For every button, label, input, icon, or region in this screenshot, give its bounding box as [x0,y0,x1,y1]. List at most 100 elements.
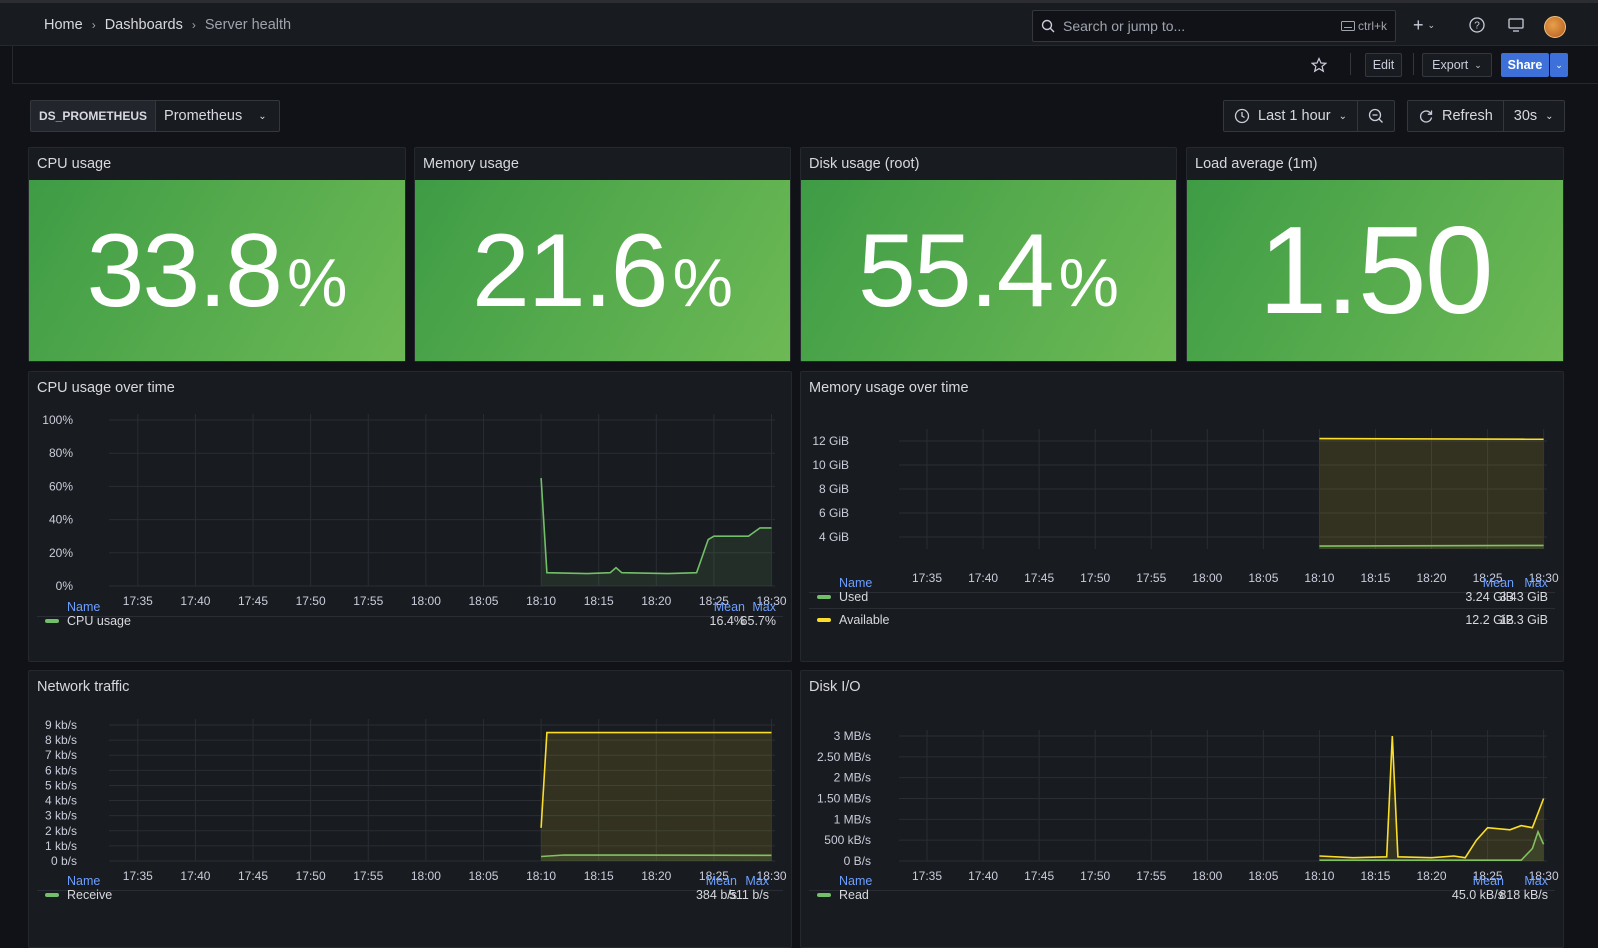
export-button[interactable]: Export ⌄ [1422,53,1492,77]
time-range-button[interactable]: Last 1 hour ⌄ [1224,101,1357,131]
search-input[interactable]: Search or jump to... ctrl+k [1032,10,1396,42]
add-menu-button[interactable]: + ⌄ [1408,13,1440,37]
stat-panel-disk[interactable]: Disk usage (root) 55.4 % [800,147,1177,362]
variable-label: DS_PROMETHEUS [31,101,157,131]
stat-panel-cpu[interactable]: CPU usage 33.8 % [28,147,406,362]
top-bar: Home › Dashboards › Server health Search… [0,0,1598,46]
x-tick-label: 18:30 [1529,571,1559,585]
keyboard-icon [1340,21,1355,31]
legend-header-max: Max [1524,576,1548,590]
legend-header-mean: Mean [1472,874,1504,888]
y-tick-label: 1.50 MB/s [817,792,871,806]
chart-svg: 0 B/s 500 kB/s 1 MB/s 1.50 MB/s 2 MB/s 2.50 M… [817,729,1559,883]
y-tick-label: 0 B/s [844,854,871,868]
legend-header-name: Name [839,874,873,888]
x-tick-label: 17:55 [1136,869,1166,883]
timeseries-panel-disk[interactable]: Disk I/O 0 B/s 500 kB/s 1 MB/s 1.50 MB/s 2 M… [800,670,1564,948]
breadcrumb-home[interactable]: Home [44,17,83,33]
timeseries-panel-memory[interactable]: Memory usage over time 4 GiB 6 GiB 8 GiB 10… [800,371,1564,662]
legend-header-max: Max [752,600,776,614]
legend-series-name: Read [839,888,869,902]
legend-divider [37,890,783,891]
zoom-out-icon [1368,108,1383,123]
timeseries-panel-cpu[interactable]: CPU usage over time 0% 20% 40% 60% 80% 100% 17… [28,371,792,662]
x-tick-label: 18:20 [1417,571,1447,585]
x-tick-label: 18:10 [526,869,556,883]
refresh-interval-select[interactable]: 30s ⌄ [1502,101,1564,131]
legend-item[interactable]: Available [817,613,890,627]
legend-mean-value: 384 b/s [695,888,737,902]
series-area [541,732,772,861]
x-tick-label: 17:55 [353,869,383,883]
star-button[interactable] [1308,53,1330,77]
stat-panel-memory[interactable]: Memory usage 21.6 % [414,147,791,362]
legend-mean-value: 16.4% [709,614,745,628]
legend-item[interactable]: Receive [45,888,112,902]
x-tick-label: 17:50 [1080,869,1110,883]
legend-swatch [45,619,59,623]
y-tick-label: 2 MB/s [834,771,871,785]
y-tick-label: 3 kb/s [45,809,77,823]
legend-item[interactable]: CPU usage [45,614,131,628]
y-tick-label: 10 GiB [812,458,849,472]
y-tick-label: 1 kb/s [45,839,77,853]
x-tick-label: 18:20 [641,869,671,883]
x-tick-label: 18:05 [1248,869,1278,883]
y-tick-label: 0 b/s [51,854,77,868]
refresh-picker: Refresh 30s ⌄ [1407,100,1565,132]
legend-item[interactable]: Used [817,590,868,604]
x-tick-label: 18:00 [1192,869,1222,883]
y-tick-label: 5 kb/s [45,778,77,792]
zoom-out-button[interactable] [1356,101,1394,131]
share-button[interactable]: Share [1501,53,1549,77]
y-tick-label: 12 GiB [812,434,849,448]
legend-header-name: Name [67,874,101,888]
legend-divider [809,608,1555,609]
y-tick-label: 500 kB/s [824,833,871,847]
breadcrumb-dashboards[interactable]: Dashboards [104,17,183,33]
share-dropdown-button[interactable]: ⌄ [1550,53,1568,77]
refresh-icon [1419,110,1433,123]
y-tick-label: 4 GiB [819,530,849,544]
x-tick-label: 18:15 [584,594,614,608]
help-button[interactable]: ? [1466,13,1488,37]
variable-select[interactable]: Prometheus ⌄ [156,101,279,131]
stat-value: 55.4 [858,212,1054,329]
y-tick-label: 8 GiB [819,482,849,496]
x-tick-label: 18:25 [1473,869,1503,883]
news-button[interactable] [1505,13,1527,37]
x-tick-label: 18:00 [1192,571,1222,585]
x-tick-label: 18:00 [411,869,441,883]
legend-max-value: 65.7% [740,614,776,628]
chevron-down-icon: ⌄ [1474,59,1482,70]
y-tick-label: 2 kb/s [45,824,77,838]
series-line [1319,544,1544,547]
y-tick-label: 40% [49,513,73,527]
stat-unit: % [672,244,733,321]
x-tick-label: 18:30 [757,594,787,608]
panel-title: Memory usage [423,156,519,172]
legend-item[interactable]: Read [817,888,869,902]
edit-button[interactable]: Edit [1365,53,1402,77]
timeseries-panel-network[interactable]: Network traffic 0 b/s 1 kb/s 2 kb/s 3 kb/s 4… [28,670,792,948]
dashboard-toolbar [12,46,1598,84]
user-avatar[interactable] [1544,16,1566,38]
legend-header-max: Max [745,874,769,888]
refresh-button[interactable]: Refresh [1408,101,1503,131]
variable-value: Prometheus [164,108,243,124]
legend-swatch [817,618,831,622]
panel-title: Disk I/O [809,679,861,695]
x-tick-label: 18:05 [1248,571,1278,585]
stat-value-box: 21.6 % [415,180,790,361]
x-tick-label: 17:40 [968,571,998,585]
stat-panel-load[interactable]: Load average (1m) 1.50 [1186,147,1564,362]
legend-series-name: Used [839,590,869,604]
panel-title: Network traffic [37,679,130,695]
y-tick-label: 1 MB/s [834,812,871,826]
legend-series-name: CPU usage [67,614,131,628]
series-line [1319,735,1545,859]
clock-icon [1234,108,1250,124]
divider [1413,53,1414,75]
series-area [1319,438,1544,549]
legend-header-mean: Mean [713,600,745,614]
